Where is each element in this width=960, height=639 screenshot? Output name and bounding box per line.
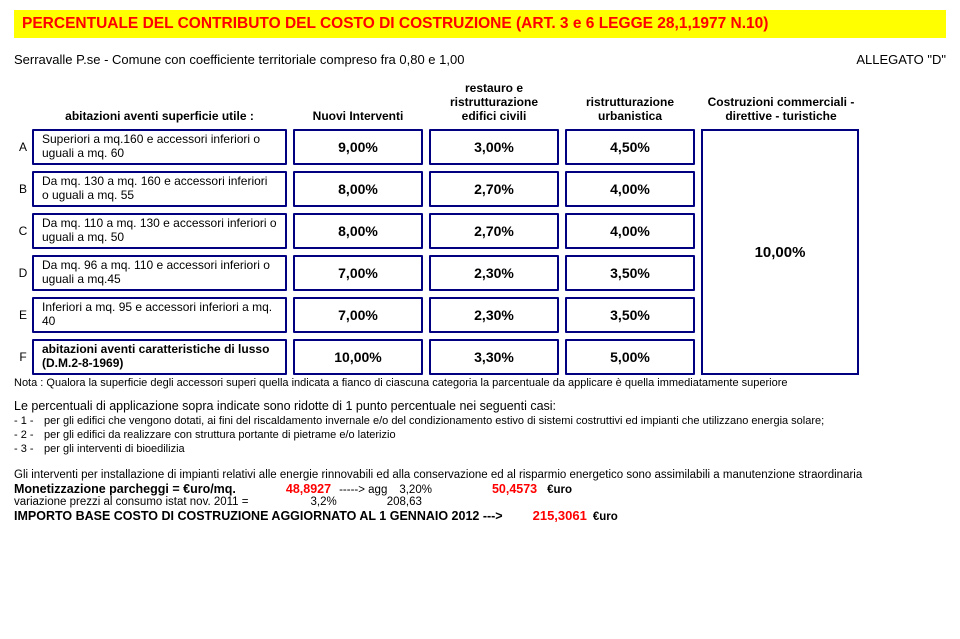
row-desc: abitazioni aventi caratteristiche di lus… [32, 339, 287, 375]
row-val-c: 3,50% [565, 297, 695, 333]
importo-val: 215,3061 [533, 508, 587, 523]
row-letter: C [14, 213, 32, 249]
row-val-b: 2,70% [429, 171, 559, 207]
row-val-b: 3,30% [429, 339, 559, 375]
row-val-c: 4,50% [565, 129, 695, 165]
tall-value-box: 10,00% [701, 129, 859, 375]
table-row: E Inferiori a mq. 95 e accessori inferio… [14, 297, 695, 333]
subtitle-right: ALLEGATO "D" [856, 52, 946, 67]
header-col-a: Nuovi Interventi [293, 109, 423, 123]
subtitle-left: Serravalle P.se - Comune con coefficient… [14, 52, 464, 67]
row-desc: Superiori a mq.160 e accessori inferiori… [32, 129, 287, 165]
page-title: PERCENTUALE DEL CONTRIBUTO DEL COSTO DI … [14, 10, 946, 38]
row-val-c: 4,00% [565, 171, 695, 207]
monetizzazione-unit: €uro [547, 484, 572, 496]
reduction-text: per gli interventi di bioedilizia [44, 443, 185, 455]
row-val-b: 2,70% [429, 213, 559, 249]
row-desc: Inferiori a mq. 95 e accessori inferiori… [32, 297, 287, 333]
header-col-b: restauro e ristrutturazione edifici civi… [429, 81, 559, 123]
variazione-pct: 3,2% [311, 496, 337, 508]
row-val-b: 2,30% [429, 297, 559, 333]
monetizzazione-val1: 48,8927 [286, 482, 331, 496]
table-row: A Superiori a mq.160 e accessori inferio… [14, 129, 695, 165]
importo-label: IMPORTO BASE COSTO DI COSTRUZIONE AGGIOR… [14, 509, 503, 523]
reduction-item: - 2 - per gli edifici da realizzare con … [14, 429, 946, 441]
reduction-item: - 3 - per gli interventi di bioedilizia [14, 443, 946, 455]
row-val-c: 3,50% [565, 255, 695, 291]
subtitle-row: Serravalle P.se - Comune con coefficient… [14, 52, 946, 67]
row-val-a: 8,00% [293, 171, 423, 207]
row-letter: D [14, 255, 32, 291]
monetizzazione-arrow: -----> agg [339, 484, 387, 496]
row-val-b: 3,00% [429, 129, 559, 165]
table-row: D Da mq. 96 a mq. 110 e accessori inferi… [14, 255, 695, 291]
row-desc: Da mq. 110 a mq. 130 e accessori inferio… [32, 213, 287, 249]
row-val-c: 4,00% [565, 213, 695, 249]
row-val-a: 7,00% [293, 297, 423, 333]
reductions-title: Le percentuali di applicazione sopra ind… [14, 399, 946, 413]
reduction-number: - 2 - [14, 429, 44, 441]
table: abitazioni aventi superficie utile : Nuo… [14, 81, 946, 375]
row-letter: B [14, 171, 32, 207]
reduction-item: - 1 - per gli edifici che vengono dotati… [14, 415, 946, 427]
variazione-val: 208,63 [387, 496, 422, 508]
row-letter: A [14, 129, 32, 165]
row-desc: Da mq. 96 a mq. 110 e accessori inferior… [32, 255, 287, 291]
row-letter: F [14, 339, 32, 375]
table-row: C Da mq. 110 a mq. 130 e accessori infer… [14, 213, 695, 249]
row-val-a: 9,00% [293, 129, 423, 165]
reduction-number: - 1 - [14, 415, 44, 427]
row-letter: E [14, 297, 32, 333]
reduction-text: per gli edifici da realizzare con strutt… [44, 429, 396, 441]
monetizzazione-label: Monetizzazione parcheggi = €uro/mq. [14, 482, 236, 496]
row-val-a: 8,00% [293, 213, 423, 249]
row-val-a: 10,00% [293, 339, 423, 375]
variazione-label: variazione prezzi al consumo istat nov. … [14, 496, 249, 508]
header-col-d: Costruzioni commerciali - direttive - tu… [701, 95, 861, 123]
monetizzazione-pct: 3,20% [399, 484, 432, 496]
row-val-a: 7,00% [293, 255, 423, 291]
table-row: F abitazioni aventi caratteristiche di l… [14, 339, 695, 375]
table-header: abitazioni aventi superficie utile : Nuo… [14, 81, 946, 123]
row-desc: Da mq. 130 a mq. 160 e accessori inferio… [32, 171, 287, 207]
footer-line1: Gli interventi per installazione di impi… [14, 469, 946, 481]
reduction-text: per gli edifici che vengono dotati, ai f… [44, 415, 824, 427]
row-val-c: 5,00% [565, 339, 695, 375]
header-desc: abitazioni aventi superficie utile : [32, 109, 287, 123]
header-col-c: ristrutturazione urbanistica [565, 95, 695, 123]
importo-unit: €uro [593, 511, 618, 523]
footer: Gli interventi per installazione di impi… [14, 469, 946, 523]
monetizzazione-val2: 50,4573 [492, 482, 537, 496]
reduction-number: - 3 - [14, 443, 44, 455]
row-val-b: 2,30% [429, 255, 559, 291]
table-row: B Da mq. 130 a mq. 160 e accessori infer… [14, 171, 695, 207]
table-rows: A Superiori a mq.160 e accessori inferio… [14, 123, 695, 375]
note-text: Nota : Qualora la superficie degli acces… [14, 377, 946, 389]
